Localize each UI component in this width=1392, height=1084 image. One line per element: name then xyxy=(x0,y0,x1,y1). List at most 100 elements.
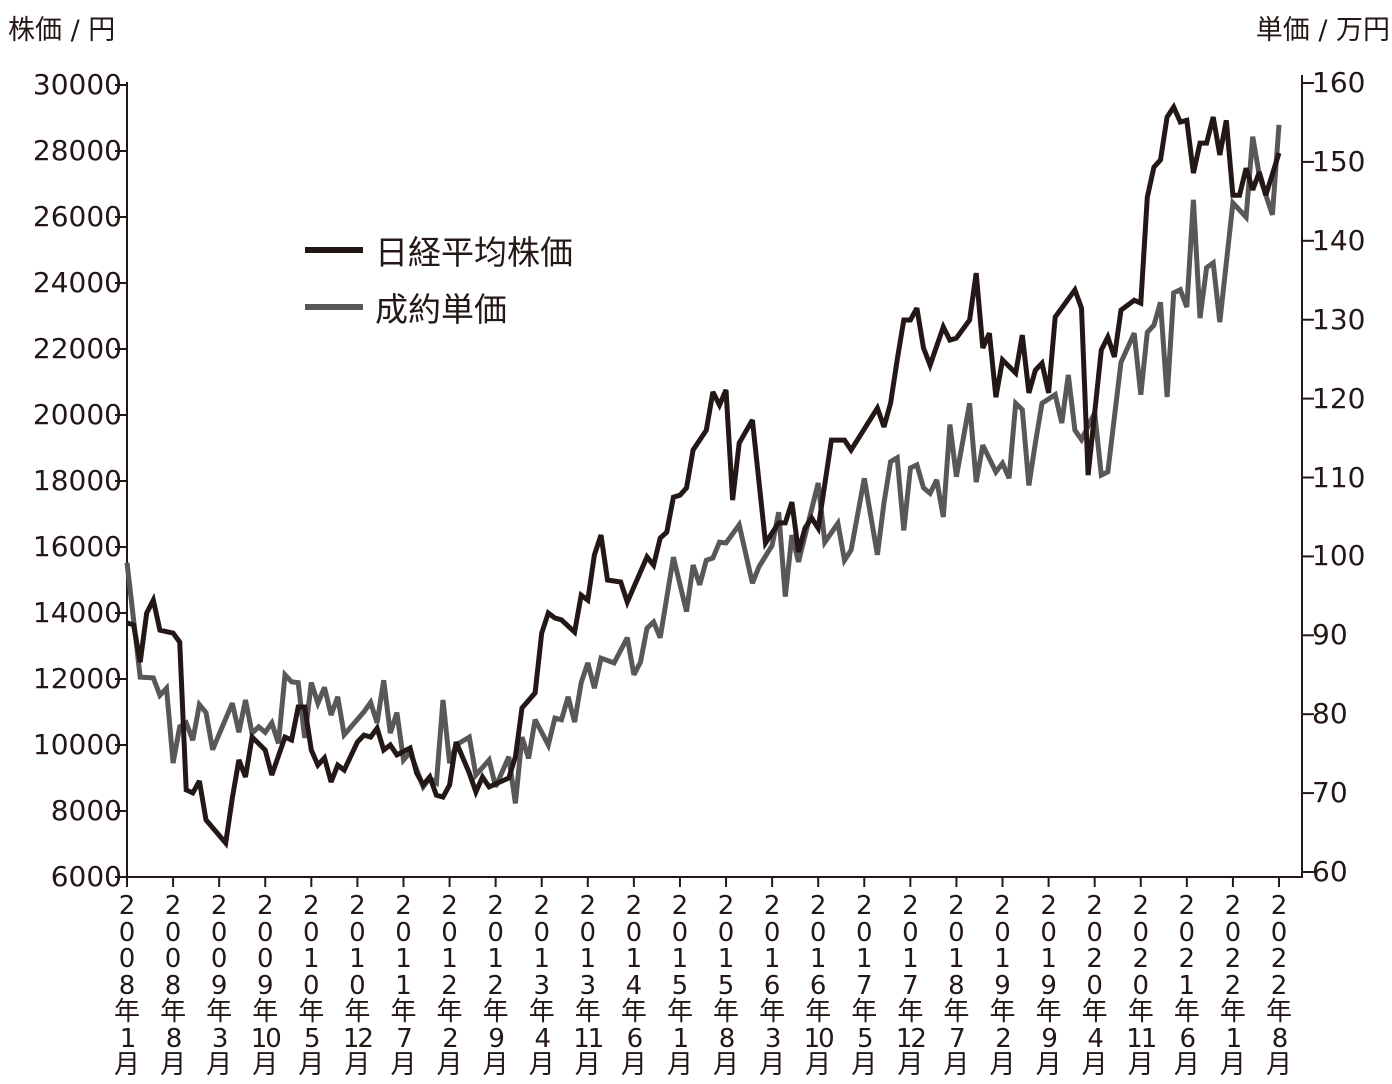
x-tick-label-part: 0 xyxy=(671,917,689,948)
x-tick-label-part: 8 xyxy=(118,970,136,1001)
x-tick-label-part: 0 xyxy=(395,917,412,948)
x-tick-label-part: 年 xyxy=(943,997,970,1027)
x-tick-label-part: 0 xyxy=(487,917,504,948)
x-tick-label-part: 2 xyxy=(1086,944,1103,974)
x-tick-label-part: 8 xyxy=(164,970,182,1001)
x-tick-label-part: 8 xyxy=(718,1023,735,1054)
y-left-tick-label: 12000 xyxy=(32,662,122,695)
x-tick-label-part: 3 xyxy=(533,970,550,1001)
x-tick-label-part: 1 xyxy=(349,944,366,974)
x-tick-label-part: 月 xyxy=(713,1050,740,1080)
x-tick-label-part: 月 xyxy=(206,1050,233,1080)
x-tick-label-part: 0 xyxy=(902,917,919,948)
x-tick-label-part: 年 xyxy=(1265,997,1292,1027)
x-tick-label-part: 年 xyxy=(252,997,279,1027)
x-tick-label-part: 1 xyxy=(671,944,689,974)
x-tick-label-part: 2 xyxy=(579,891,597,921)
x-tick-label-part: 9 xyxy=(994,970,1011,1001)
x-tick-label-part: 0 xyxy=(763,917,781,948)
x-tick-label-part: 年 xyxy=(805,997,832,1027)
x-tick-label-part: 1 xyxy=(625,944,643,974)
y-right-tick-label: 110 xyxy=(1312,460,1366,494)
x-tick-label-part: 9 xyxy=(210,970,228,1001)
x-tick-label-part: 7 xyxy=(396,1023,412,1054)
x-tick-label-part: 7 xyxy=(949,1023,965,1054)
x-tick-label-part: 年 xyxy=(574,997,601,1027)
x-tick-label-part: 0 xyxy=(349,917,366,948)
x-tick-label-part: 2 xyxy=(1086,891,1103,921)
y-left-tick-label: 14000 xyxy=(32,596,122,629)
x-tick-label-part: 年 xyxy=(1081,997,1108,1027)
y-right-tick-label: 90 xyxy=(1312,618,1348,652)
x-tick-label-part: 2 xyxy=(1224,970,1242,1001)
x-tick-label-part: 1 xyxy=(119,1023,136,1054)
x-tick-label-part: 11 xyxy=(573,1023,604,1054)
x-tick-label-part: 2 xyxy=(902,891,919,921)
x-tick-label-part: 0 xyxy=(303,970,320,1001)
x-tick-label-part: 0 xyxy=(1224,917,1242,948)
x-tick-label-part: 0 xyxy=(855,917,873,948)
x-tick-label-part: 年 xyxy=(390,997,417,1027)
x-tick-label-part: 1 xyxy=(487,944,504,974)
x-tick-label-part: 0 xyxy=(717,917,735,948)
x-tick-label-part: 0 xyxy=(948,917,965,948)
y-left-axis-title: 株価 / 円 xyxy=(8,15,116,46)
x-tick-label-part: 0 xyxy=(994,917,1011,948)
x-tick-label-part: 6 xyxy=(809,970,827,1001)
x-tick-label-part: 1 xyxy=(303,944,320,974)
x-tick-label-part: 年 xyxy=(666,997,693,1027)
x-tick-label-part: 8 xyxy=(948,970,965,1001)
x-tick-label-part: 年 xyxy=(344,997,371,1027)
x-tick-label-part: 0 xyxy=(579,917,597,948)
x-tick-label-part: 月 xyxy=(897,1050,924,1080)
x-tick-label-part: 4 xyxy=(625,970,643,1001)
y-left-tick-label: 26000 xyxy=(32,200,122,233)
x-tick-label: 2 0 1 7 年 12 月 xyxy=(890,893,930,1079)
x-tick-label-part: 0 xyxy=(533,917,550,948)
y-right-tick-label: 100 xyxy=(1312,539,1366,573)
x-tick-label-part: 年 xyxy=(759,997,786,1027)
x-tick-label-part: 0 xyxy=(349,970,366,1001)
x-tick-label-part: 年 xyxy=(989,997,1016,1027)
x-tick-label-part: 月 xyxy=(1035,1050,1062,1080)
x-tick-label-part: 1 xyxy=(395,944,412,974)
x-tick-label-part: 年 xyxy=(713,997,740,1027)
x-tick-label-part: 0 xyxy=(256,917,274,948)
x-tick-label-part: 6 xyxy=(763,970,781,1001)
x-tick-label-part: 年 xyxy=(528,997,555,1027)
x-tick-label-part: 2 xyxy=(441,891,458,921)
x-tick-label: 2 0 2 0 年 11 月 xyxy=(1121,893,1161,1079)
series-line-unit-price xyxy=(124,124,1282,804)
x-tick-label-part: 0 xyxy=(303,917,320,948)
x-tick-label-part: 年 xyxy=(206,997,233,1027)
x-tick-label-part: 5 xyxy=(304,1023,320,1054)
x-tick-label-part: 2 xyxy=(1132,891,1150,921)
x-tick-label-part: 8 xyxy=(1271,1023,1288,1054)
x-tick-label-part: 2 xyxy=(994,891,1011,921)
x-tick-label-part: 月 xyxy=(1173,1050,1200,1080)
y-right-tick-label: 150 xyxy=(1312,144,1366,178)
x-tick-label-part: 2 xyxy=(164,891,182,921)
x-tick-label-part: 2 xyxy=(1132,944,1150,974)
x-tick-label-part: 月 xyxy=(943,1050,970,1080)
x-tick-label-part: 1 xyxy=(672,1023,689,1054)
x-tick-label-part: 月 xyxy=(482,1050,509,1080)
x-tick-label-part: 1 xyxy=(1040,944,1057,974)
x-tick-label-part: 9 xyxy=(1041,1023,1057,1054)
x-tick-label-part: 10 xyxy=(803,1023,835,1054)
x-tick-label-part: 月 xyxy=(1081,1050,1108,1080)
x-tick-label-part: 0 xyxy=(256,944,274,974)
y-left-tick-label: 10000 xyxy=(32,728,122,761)
x-tick-label: 2 0 0 9 年 10 月 xyxy=(245,893,285,1079)
x-tick-label-part: 月 xyxy=(989,1050,1016,1080)
x-tick-label-part: 1 xyxy=(395,970,412,1001)
